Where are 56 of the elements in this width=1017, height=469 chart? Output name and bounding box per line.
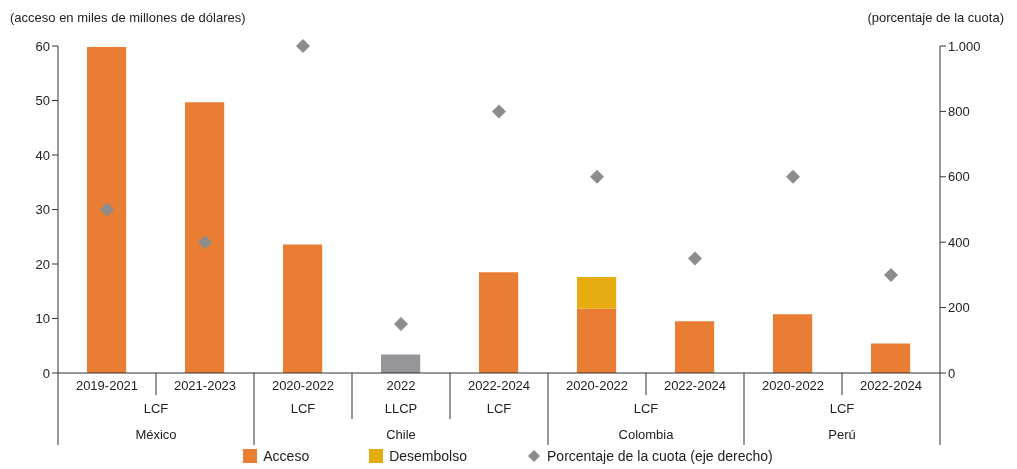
- y-tick-label: 30: [35, 202, 50, 218]
- x-tick-label: 2022-2024: [859, 378, 923, 394]
- legend-label: Desembolso: [389, 448, 468, 464]
- text: LCF: [829, 401, 855, 416]
- bar: [479, 272, 519, 373]
- y2-tick-label: 0: [948, 365, 956, 381]
- y-tick-label: 0: [42, 365, 50, 381]
- point: [100, 202, 114, 217]
- point: [296, 39, 310, 53]
- point: [492, 104, 506, 119]
- legend-label: Porcentaje de la cuota (eje derecho): [547, 448, 773, 464]
- point: [198, 235, 212, 250]
- text: LCF: [143, 401, 169, 416]
- bar: [871, 343, 911, 373]
- y2-tick-label: 800: [948, 104, 970, 120]
- y2-tick-label: 200: [948, 300, 970, 316]
- x-tick-label: 2020-2022: [271, 378, 335, 394]
- text: México: [135, 427, 177, 442]
- point: [394, 316, 408, 331]
- x-tick-label: 2022-2024: [467, 378, 531, 394]
- text: LCF: [290, 401, 316, 416]
- y2-tick-label: 600: [948, 169, 970, 185]
- point: [590, 169, 604, 184]
- text: LCF: [633, 401, 659, 416]
- point: [786, 169, 800, 184]
- y2-tick-label: 1.000: [948, 38, 981, 54]
- text: LLCP: [384, 401, 418, 416]
- x-tick-label: 2022: [386, 378, 416, 394]
- text: Chile: [386, 427, 416, 442]
- bar: [773, 314, 813, 373]
- bar: [675, 321, 715, 373]
- text: LCF: [486, 401, 512, 416]
- bar: [87, 47, 127, 373]
- bar: [577, 308, 617, 373]
- x-tick-label: 2021-2023: [173, 378, 237, 394]
- bar: [283, 244, 323, 373]
- point: [688, 251, 702, 266]
- x-tick-label: 2020-2022: [565, 378, 629, 394]
- bar: [185, 102, 225, 373]
- bar: [381, 354, 421, 373]
- y-tick-label: 10: [35, 311, 50, 327]
- point: [884, 267, 898, 282]
- y-tick-label: 60: [35, 38, 50, 54]
- x-tick-label: 2019-2021: [75, 378, 139, 394]
- text: Colombia: [618, 427, 675, 442]
- y-axis-title: (acceso en miles de millones de dólares): [10, 10, 246, 25]
- x-tick-label: 2020-2022: [761, 378, 825, 394]
- y-tick-label: 50: [35, 93, 50, 109]
- y-tick-label: 20: [35, 256, 50, 272]
- y2-axis-title: (porcentaje de la cuota): [867, 10, 1004, 25]
- x-tick-label: 2022-2024: [663, 378, 727, 394]
- text: Perú: [828, 427, 856, 442]
- y2-tick-label: 400: [948, 234, 970, 250]
- bar: [577, 277, 617, 309]
- y-tick-label: 40: [35, 147, 50, 163]
- legend-label: Acceso: [263, 448, 310, 464]
